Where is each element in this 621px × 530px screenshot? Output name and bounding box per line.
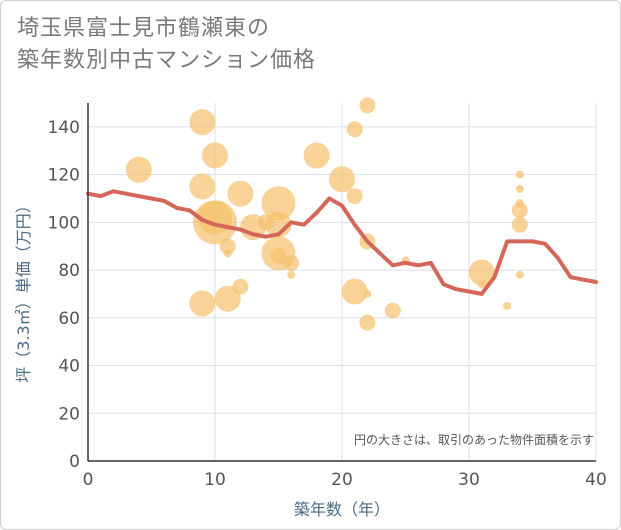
y-tick-label: 0	[69, 452, 80, 472]
y-tick-label: 100	[48, 213, 80, 233]
data-bubble	[265, 211, 292, 238]
bubble-size-note: 円の大きさは、取引のあった物件面積を示す	[354, 432, 594, 447]
y-tick-label: 20	[58, 404, 80, 424]
data-bubble	[515, 170, 524, 179]
x-tick-label: 0	[83, 470, 94, 490]
data-bubble	[511, 202, 528, 219]
data-bubble	[202, 142, 228, 169]
chart-title: 埼玉県富士見市鶴瀬東の 築年数別中古マンション価格	[17, 13, 316, 77]
data-bubble	[189, 109, 216, 136]
x-axis-title: 築年数（年）	[294, 500, 390, 519]
x-tick-label: 10	[204, 470, 226, 490]
data-bubble	[219, 238, 236, 255]
data-bubble	[232, 278, 249, 295]
data-bubble	[287, 270, 296, 279]
data-bubble	[193, 200, 237, 245]
y-tick-label: 140	[48, 118, 80, 138]
x-tick-label: 20	[331, 470, 353, 490]
y-tick-label: 60	[58, 309, 80, 329]
data-bubble	[189, 173, 216, 200]
data-bubble	[346, 121, 363, 138]
data-bubble	[227, 180, 254, 207]
x-tick-label: 40	[585, 470, 607, 490]
data-bubble	[468, 259, 495, 286]
data-bubble	[515, 270, 524, 279]
data-bubble	[189, 290, 216, 317]
data-bubble	[261, 186, 296, 221]
data-bubble	[329, 166, 355, 193]
data-bubble	[511, 216, 528, 233]
x-tick-label: 30	[458, 470, 480, 490]
data-bubble	[283, 254, 300, 271]
y-tick-label: 120	[48, 166, 80, 186]
data-bubble	[363, 289, 372, 298]
y-tick-label: 40	[58, 357, 80, 377]
chart-title-line-2: 築年数別中古マンション価格	[17, 48, 317, 73]
data-bubble	[359, 314, 376, 331]
average-price-line	[86, 189, 598, 296]
data-bubble	[477, 280, 486, 289]
data-bubble	[214, 285, 241, 312]
data-bubble	[503, 301, 512, 310]
data-bubble	[223, 249, 232, 258]
data-bubble	[346, 188, 363, 205]
y-tick-label: 80	[58, 261, 80, 281]
y-axis-title: 坪（3.3㎡）単価（万円）	[14, 197, 33, 382]
data-bubble	[384, 302, 401, 319]
data-bubble	[341, 278, 368, 305]
chart-title-line-1: 埼玉県富士見市鶴瀬東の	[17, 16, 271, 41]
data-bubble	[270, 247, 287, 264]
data-bubble	[303, 142, 330, 169]
data-bubble	[515, 184, 524, 193]
data-bubble	[359, 97, 376, 114]
data-bubble	[125, 156, 152, 183]
